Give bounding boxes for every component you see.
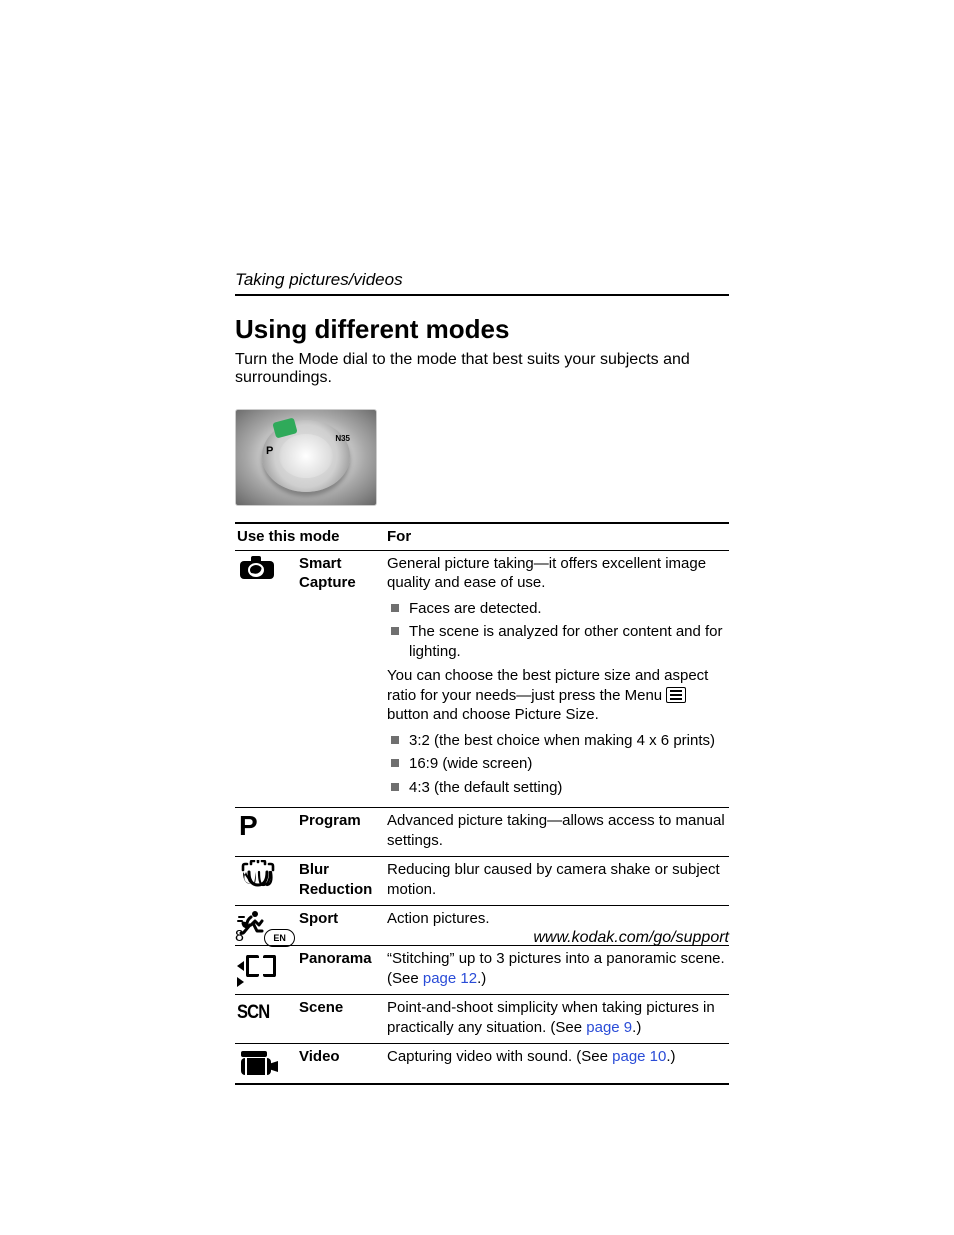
text: Point-and-shoot simplicity when taking p… [387, 999, 715, 1036]
bullet: 4:3 (the default setting) [387, 778, 725, 798]
page: Taking pictures/videos Using different m… [0, 0, 954, 1235]
footer-left: 8 EN [235, 928, 295, 947]
text: button and choose Picture Size. [387, 706, 599, 723]
mode-name: Scene [297, 995, 385, 1044]
mode-name: Smart Capture [297, 550, 385, 808]
mode-desc: Advanced picture taking—allows access to… [385, 808, 729, 857]
text: General picture taking—it offers excelle… [387, 555, 706, 592]
table-row: Video Capturing video with sound. (See p… [235, 1044, 729, 1085]
col-header-for: For [385, 523, 729, 550]
panorama-icon [237, 949, 281, 985]
mode-desc: Reducing blur caused by camera shake or … [385, 857, 729, 906]
text: .) [632, 1019, 641, 1036]
col-header-mode: Use this mode [235, 523, 385, 550]
text: .) [666, 1048, 675, 1065]
mode-desc: Capturing video with sound. (See page 10… [385, 1044, 729, 1085]
support-url[interactable]: www.kodak.com/go/support [533, 929, 729, 947]
text: Capturing video with sound. (See [387, 1048, 612, 1065]
mode-desc: General picture taking—it offers excelle… [385, 550, 729, 808]
page-link[interactable]: page 12 [423, 970, 477, 987]
mode-dial-photo: P N35 [235, 409, 377, 506]
scene-icon: SCN [237, 998, 275, 1028]
bullet: Faces are detected. [387, 599, 725, 619]
page-link[interactable]: page 10 [612, 1048, 666, 1065]
smart-capture-icon [237, 554, 281, 584]
mode-desc: “Stitching” up to 3 pictures into a pano… [385, 946, 729, 995]
blur-reduction-icon [237, 860, 281, 890]
text: You can choose the best picture size and… [387, 667, 708, 704]
header-rule [235, 294, 729, 296]
text: .) [477, 970, 486, 987]
table-row: Panorama “Stitching” up to 3 pictures in… [235, 946, 729, 995]
table-row: SCN Scene Point-and-shoot simplicity whe… [235, 995, 729, 1044]
running-header: Taking pictures/videos [235, 270, 729, 290]
modes-table: Use this mode For Smart Capture General … [235, 522, 729, 1085]
mode-name: Video [297, 1044, 385, 1085]
mode-name: Panorama [297, 946, 385, 995]
page-number: 8 [235, 928, 244, 945]
page-link[interactable]: page 9 [586, 1019, 632, 1036]
program-icon: P [237, 811, 283, 841]
mode-desc: Point-and-shoot simplicity when taking p… [385, 995, 729, 1044]
video-icon [237, 1047, 281, 1077]
mode-name: Program [297, 808, 385, 857]
page-title: Using different modes [235, 314, 729, 345]
menu-icon [666, 687, 686, 703]
bullet: 16:9 (wide screen) [387, 754, 725, 774]
bullet: 3:2 (the best choice when making 4 x 6 p… [387, 731, 725, 751]
language-badge: EN [264, 929, 295, 947]
table-row: P Program Advanced picture taking—allows… [235, 808, 729, 857]
table-row: Blur Reduction Reducing blur caused by c… [235, 857, 729, 906]
page-footer: 8 EN www.kodak.com/go/support [235, 928, 729, 947]
intro-text: Turn the Mode dial to the mode that best… [235, 351, 729, 387]
bullet: The scene is analyzed for other content … [387, 622, 725, 661]
mode-name: Blur Reduction [297, 857, 385, 906]
table-row: Smart Capture General picture taking—it … [235, 550, 729, 808]
